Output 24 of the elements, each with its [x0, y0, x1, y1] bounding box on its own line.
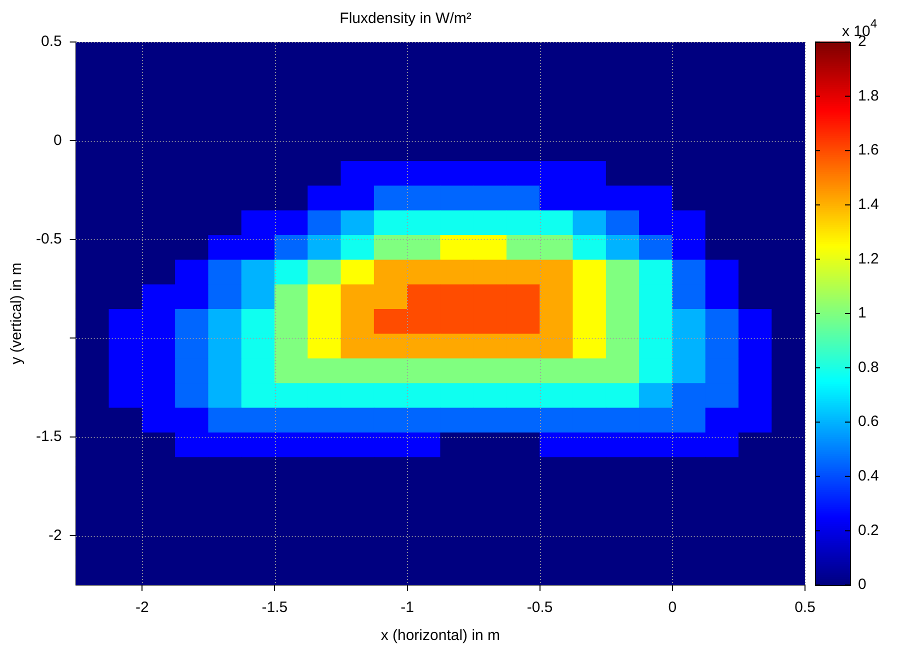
y-tick-label: -1.5 — [36, 428, 62, 446]
x-tick-label: -1 — [400, 599, 414, 616]
color-bar-label: 1.2 — [858, 250, 879, 268]
chart-title: Fluxdensity in W/m² — [340, 10, 472, 28]
color-bar-label: 1.6 — [858, 142, 879, 159]
x-tick-label: 0 — [668, 599, 677, 616]
color-bar-label: 1.8 — [858, 87, 879, 104]
color-bar-label: 1 — [858, 304, 866, 322]
color-bar-label: 0 — [858, 576, 866, 594]
x-tick-label: -2 — [135, 599, 149, 616]
color-bar-label: 1.4 — [858, 196, 879, 214]
color-bar-label: 0.4 — [858, 468, 879, 485]
color-bar-label: 0.2 — [858, 522, 879, 539]
x-tick-label: -0.5 — [526, 599, 553, 616]
y-tick-label: 0 — [54, 132, 62, 149]
x-tick-label: 0.5 — [794, 599, 816, 616]
y-tick-label: -2 — [48, 526, 62, 544]
x-axis-title: x (horizontal) in m — [380, 627, 500, 644]
y-axis-title: y (vertical) in m — [8, 262, 26, 364]
color-bar-label: 0.6 — [858, 413, 879, 430]
x-tick-label: -1.5 — [262, 599, 288, 616]
y-tick-label: 0.5 — [40, 33, 62, 50]
color-bar-label: 0.8 — [858, 358, 879, 376]
y-tick-label: -0.5 — [36, 230, 62, 248]
